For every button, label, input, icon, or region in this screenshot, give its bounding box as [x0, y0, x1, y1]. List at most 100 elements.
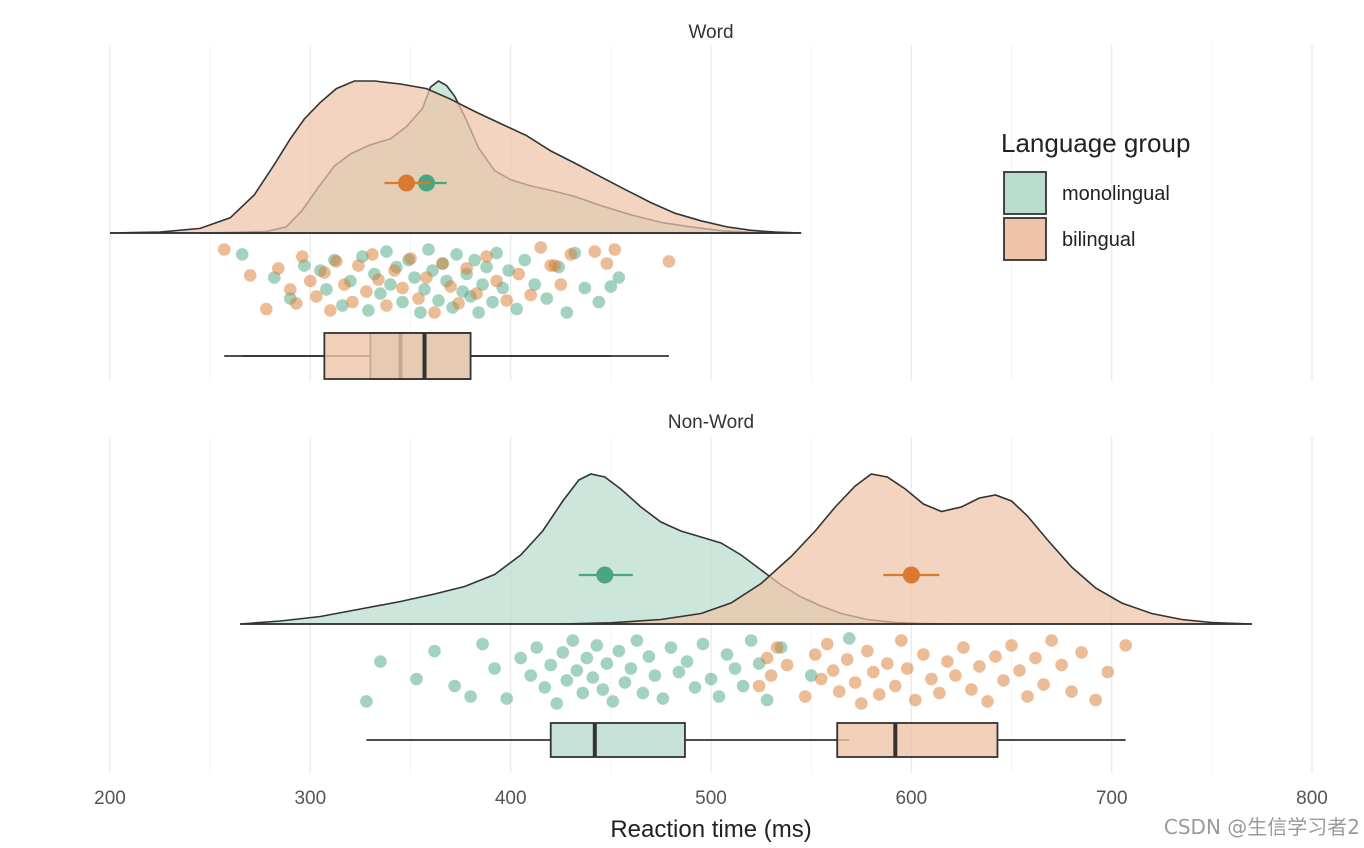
data-point-monolingual: [704, 672, 718, 686]
data-point-bilingual: [470, 287, 483, 300]
data-point-bilingual: [840, 653, 854, 666]
data-point-monolingual: [500, 692, 513, 705]
mean-point-bilingual: [397, 174, 415, 192]
data-point-monolingual: [592, 295, 606, 309]
facet-title: Non-Word: [668, 412, 754, 433]
box-bilingual: [836, 722, 999, 758]
data-point-bilingual: [1055, 658, 1068, 672]
data-point-bilingual: [798, 690, 812, 703]
data-point-bilingual: [260, 302, 273, 316]
data-point-bilingual: [848, 676, 862, 689]
data-point-monolingual: [486, 295, 499, 309]
data-point-bilingual: [760, 651, 774, 665]
x-axis: 200 300 400 500 600 700 800: [94, 788, 1328, 809]
data-point-bilingual: [873, 688, 886, 701]
data-point-bilingual: [1029, 651, 1042, 665]
data-point-monolingual: [360, 695, 373, 708]
legend-label-monolingual: monolingual: [1062, 183, 1170, 205]
data-point-bilingual: [965, 683, 978, 696]
data-point-monolingual: [842, 632, 856, 645]
x-tick-label: 300: [294, 788, 326, 809]
data-point-monolingual: [468, 253, 481, 267]
data-point-monolingual: [544, 658, 557, 672]
data-point-monolingual: [490, 246, 503, 260]
data-point-monolingual: [578, 281, 592, 295]
data-point-monolingual: [320, 283, 333, 296]
data-point-bilingual: [600, 257, 614, 270]
data-point-bilingual: [324, 304, 337, 317]
watermark: CSDN @生信学习者2: [1163, 815, 1360, 839]
data-point-bilingual: [524, 288, 537, 302]
data-point-monolingual: [560, 306, 574, 319]
data-point-monolingual: [636, 686, 650, 700]
data-point-bilingual: [310, 290, 323, 303]
box-bilingual: [323, 332, 472, 380]
data-point-monolingual: [472, 306, 485, 319]
data-point-monolingual: [396, 295, 409, 309]
data-point-monolingual: [380, 245, 393, 258]
legend-title: Language group: [1001, 128, 1190, 158]
data-point-monolingual: [586, 671, 600, 684]
data-point-bilingual: [826, 664, 840, 677]
data-point-bilingual: [436, 257, 449, 270]
data-point-monolingual: [464, 690, 477, 703]
data-point-bilingual: [534, 241, 547, 254]
data-point-monolingual: [524, 669, 537, 682]
data-point-bilingual: [500, 294, 513, 307]
data-point-bilingual: [372, 273, 385, 286]
data-point-bilingual: [330, 255, 343, 268]
data-point-bilingual: [881, 657, 894, 670]
data-point-bilingual: [548, 259, 561, 272]
data-point-bilingual: [1065, 685, 1078, 698]
data-point-bilingual: [296, 250, 309, 263]
data-point-monolingual: [480, 260, 493, 274]
box-monolingual: [549, 722, 686, 758]
data-point-bilingual: [1013, 664, 1026, 677]
data-point-bilingual: [564, 248, 578, 261]
data-point-bilingual: [662, 255, 676, 268]
data-point-monolingual: [540, 292, 553, 305]
mean-point-bilingual: [902, 566, 920, 584]
data-point-monolingual: [804, 669, 818, 682]
data-point-monolingual: [560, 674, 574, 687]
data-point-monolingual: [688, 681, 702, 694]
data-point-bilingual: [452, 297, 465, 310]
data-point-monolingual: [528, 278, 541, 291]
data-point-monolingual: [432, 294, 445, 307]
data-point-bilingual: [814, 672, 828, 686]
data-point-bilingual: [901, 662, 914, 675]
data-point-monolingual: [744, 634, 758, 647]
data-point-bilingual: [460, 262, 473, 275]
data-point-bilingual: [444, 280, 457, 293]
data-point-bilingual: [554, 278, 568, 291]
data-point-bilingual: [770, 641, 784, 654]
data-point-monolingual: [606, 695, 620, 708]
data-point-monolingual: [550, 697, 563, 710]
data-point-bilingual: [973, 660, 986, 673]
data-point-monolingual: [428, 644, 441, 658]
data-point-bilingual: [867, 665, 880, 679]
data-point-bilingual: [949, 669, 962, 682]
data-point-monolingual: [556, 646, 570, 659]
data-point-bilingual: [272, 262, 285, 275]
data-point-monolingual: [612, 644, 626, 658]
x-tick-label: 200: [94, 788, 126, 809]
data-point-monolingual: [680, 655, 694, 668]
data-point-monolingual: [414, 306, 427, 319]
data-point-monolingual: [502, 264, 515, 277]
data-point-bilingual: [808, 648, 822, 661]
data-point-bilingual: [352, 259, 365, 272]
data-point-monolingual: [590, 639, 604, 652]
data-point-bilingual: [895, 634, 908, 647]
data-point-bilingual: [820, 637, 834, 651]
data-point-monolingual: [618, 676, 632, 689]
data-point-monolingual: [418, 283, 431, 296]
data-point-monolingual: [408, 271, 421, 284]
data-point-bilingual: [360, 285, 373, 298]
data-point-monolingual: [476, 278, 489, 291]
data-point-bilingual: [889, 679, 902, 693]
data-point-monolingual: [235, 248, 249, 261]
data-point-bilingual: [1075, 646, 1088, 659]
x-tick-label: 800: [1296, 788, 1328, 809]
legend-label-bilingual: bilingual: [1062, 229, 1135, 251]
